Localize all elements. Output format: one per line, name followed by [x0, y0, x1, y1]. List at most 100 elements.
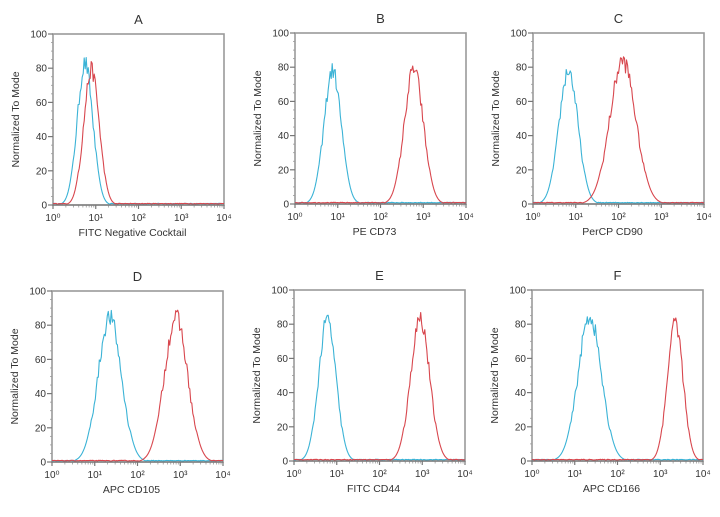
plot-frame — [532, 32, 705, 205]
y-tick-label: 20 — [516, 165, 528, 176]
y-tick-label: 20 — [278, 165, 290, 176]
y-tick-label: 80 — [277, 320, 289, 331]
x-tick-label: 10² — [131, 213, 146, 224]
histogram-control — [293, 314, 466, 461]
x-tick-label: 10³ — [654, 212, 669, 223]
panel-c: C 0 20 40 60 80 100 10⁰ 10¹ 10² 10³ 10⁴ PerCP CD90 No… — [490, 11, 712, 238]
x-tick-label: 10² — [372, 469, 387, 480]
histogram-stained — [294, 65, 467, 204]
y-tick-label: 60 — [36, 98, 48, 109]
y-tick-label: 80 — [36, 64, 48, 75]
y-tick-label: 100 — [510, 29, 527, 40]
x-tick-label: 10⁴ — [695, 469, 710, 480]
y-tick-label: 80 — [35, 321, 47, 332]
y-axis-label: Normalized To Mode — [489, 327, 501, 423]
y-tick-label: 0 — [41, 201, 47, 212]
y-tick-label: 60 — [278, 97, 290, 108]
x-tick-label: 10⁰ — [44, 470, 59, 481]
y-tick-label: 0 — [283, 200, 289, 211]
y-axis-label: Normalized To Mode — [10, 71, 22, 167]
panel-title: C — [614, 11, 623, 26]
y-tick-label: 40 — [277, 388, 289, 399]
x-tick-label: 10⁴ — [216, 213, 231, 224]
x-tick-label: 10⁰ — [287, 212, 302, 223]
x-tick-label: 10⁴ — [457, 469, 472, 480]
x-axis-label: APC CD105 — [103, 484, 160, 496]
panel-title: A — [134, 12, 143, 27]
y-tick-label: 100 — [271, 286, 288, 297]
y-tick-label: 40 — [515, 388, 527, 399]
histogram-control — [294, 63, 466, 204]
y-tick-label: 0 — [521, 200, 527, 211]
x-axis-label: APC CD166 — [583, 483, 640, 495]
panel-title: E — [375, 268, 384, 283]
histogram-stained — [51, 309, 224, 462]
y-axis-label: Normalized To Mode — [490, 70, 502, 166]
y-tick-label: 20 — [36, 166, 48, 177]
x-axis-label: FITC CD44 — [347, 483, 400, 495]
y-tick-label: 0 — [40, 458, 46, 469]
x-tick-label: 10¹ — [568, 469, 583, 480]
histogram-stained — [52, 61, 225, 205]
x-tick-label: 10⁰ — [286, 469, 301, 480]
x-tick-label: 10⁴ — [458, 212, 473, 223]
x-tick-label: 10³ — [415, 469, 430, 480]
panel-e: E 0 20 40 60 80 100 10⁰ 10¹ 10² 10³ 10⁴ FITC CD44 Nor… — [251, 268, 473, 495]
histogram-stained — [294, 311, 466, 461]
x-tick-label: 10¹ — [88, 470, 103, 481]
x-tick-label: 10³ — [173, 470, 188, 481]
x-tick-label: 10¹ — [331, 212, 346, 223]
panel-title: B — [376, 11, 385, 26]
y-tick-label: 40 — [36, 132, 48, 143]
y-tick-label: 100 — [272, 29, 289, 40]
x-tick-label: 10² — [130, 470, 145, 481]
x-tick-label: 10¹ — [569, 212, 584, 223]
y-tick-label: 20 — [515, 422, 527, 433]
x-tick-label: 10³ — [174, 213, 189, 224]
panel-title: F — [614, 268, 622, 283]
histogram-stained — [531, 317, 704, 461]
y-tick-label: 0 — [282, 457, 288, 468]
x-axis-label: PE CD73 — [353, 226, 397, 238]
y-tick-label: 80 — [278, 63, 290, 74]
x-tick-label: 10⁰ — [45, 213, 60, 224]
y-tick-label: 20 — [277, 422, 289, 433]
y-tick-label: 100 — [509, 286, 526, 297]
histogram-control — [531, 316, 704, 461]
panel-a: A 0 20 40 60 80 100 10⁰ 10¹ 10² 10³ 10⁴ FITC Negativ… — [10, 12, 232, 239]
x-tick-label: 10¹ — [89, 213, 104, 224]
histogram-control — [51, 309, 224, 462]
x-tick-label: 10⁴ — [696, 212, 711, 223]
plot-frame — [52, 33, 225, 206]
y-tick-label: 60 — [516, 97, 528, 108]
panel-f: F 0 20 40 60 80 100 10⁰ 10¹ 10² 10³ 10⁴ APC CD166 Nor… — [489, 268, 711, 495]
x-tick-label: 10² — [611, 212, 626, 223]
y-tick-label: 60 — [277, 354, 289, 365]
y-tick-label: 0 — [520, 457, 526, 468]
y-tick-label: 40 — [516, 131, 528, 142]
panel-b: B 0 20 40 60 80 100 10⁰ 10¹ 10² 10³ 10⁴ PE CD73 Norma… — [252, 11, 474, 238]
histogram-control — [532, 68, 705, 204]
plot-frame — [293, 289, 466, 462]
x-axis-label: PerCP CD90 — [582, 226, 643, 238]
plot-frame — [531, 289, 704, 462]
y-tick-label: 80 — [515, 320, 527, 331]
histogram-control — [52, 57, 225, 205]
y-tick-label: 60 — [515, 354, 527, 365]
y-tick-label: 40 — [278, 131, 290, 142]
y-tick-label: 40 — [35, 389, 47, 400]
panel-title: D — [133, 269, 142, 284]
x-tick-label: 10³ — [416, 212, 431, 223]
y-tick-label: 20 — [35, 423, 47, 434]
y-axis-label: Normalized To Mode — [251, 327, 263, 423]
panel-d: D 0 20 40 60 80 100 10⁰ 10¹ 10² 10³ 10⁴ APC CD105 Nor… — [9, 269, 231, 496]
y-tick-label: 60 — [35, 355, 47, 366]
y-tick-label: 80 — [516, 63, 528, 74]
x-tick-label: 10¹ — [330, 469, 345, 480]
y-tick-label: 100 — [29, 287, 46, 298]
plot-frame — [294, 32, 467, 205]
y-axis-label: Normalized To Mode — [9, 328, 21, 424]
x-tick-label: 10² — [610, 469, 625, 480]
x-tick-label: 10⁰ — [524, 469, 539, 480]
